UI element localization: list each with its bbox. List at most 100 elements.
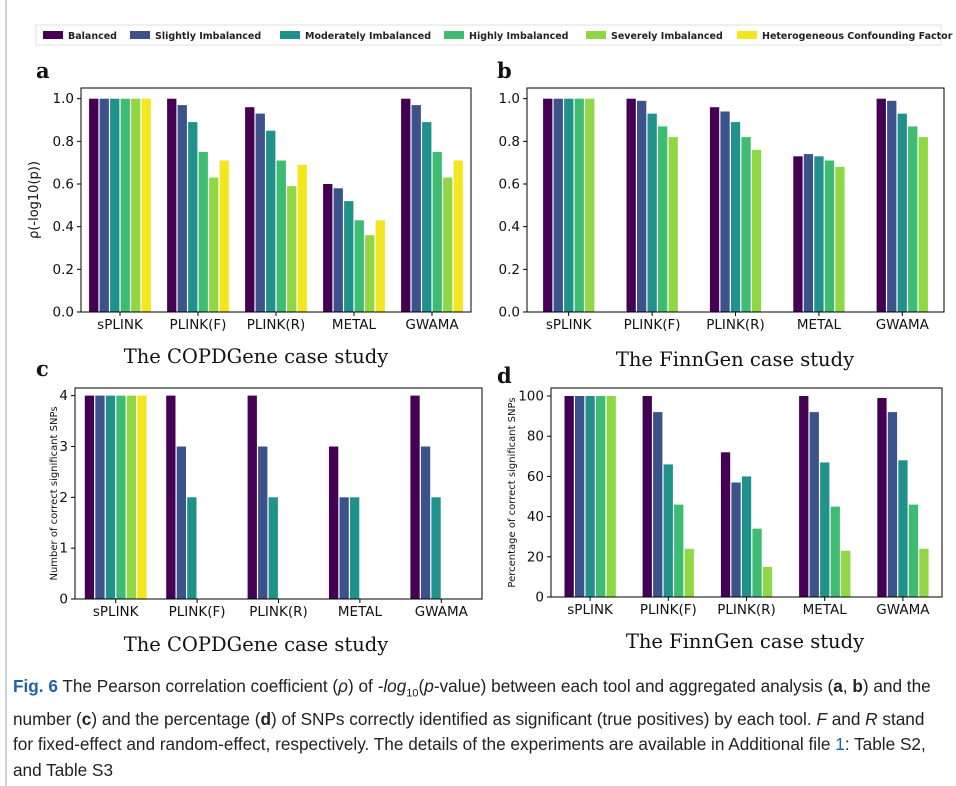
x-tick-label: GWAMA bbox=[405, 317, 459, 333]
bar bbox=[339, 497, 349, 599]
legend-swatch bbox=[130, 31, 150, 39]
bar bbox=[99, 98, 109, 312]
bar bbox=[762, 566, 773, 597]
bar bbox=[897, 113, 907, 312]
y-tick-label: 60 bbox=[527, 469, 544, 485]
bar bbox=[333, 188, 343, 312]
bar bbox=[741, 137, 751, 312]
bar bbox=[637, 100, 647, 312]
bar bbox=[95, 395, 105, 599]
bar bbox=[684, 548, 694, 597]
bar bbox=[741, 476, 752, 597]
bar bbox=[751, 149, 762, 312]
bar bbox=[255, 113, 265, 312]
bar bbox=[110, 98, 120, 312]
bar bbox=[126, 395, 137, 599]
bar bbox=[642, 396, 652, 597]
bar bbox=[668, 137, 678, 312]
caption-figure-label: Fig. 6 bbox=[13, 676, 58, 696]
bar bbox=[575, 396, 585, 597]
bar bbox=[431, 497, 441, 599]
bar bbox=[876, 98, 886, 312]
bar bbox=[820, 462, 830, 597]
bar bbox=[365, 235, 375, 312]
panel-subtitle: The FinnGen case study bbox=[626, 630, 864, 653]
legend-label: Balanced bbox=[68, 31, 117, 42]
y-tick-label: 0.4 bbox=[53, 219, 74, 235]
bar bbox=[918, 137, 928, 312]
caption-text: ) of SNPs correctly identified as signif… bbox=[270, 708, 817, 729]
bar bbox=[720, 452, 731, 597]
bar bbox=[354, 220, 364, 312]
caption-panel-d: d bbox=[260, 708, 271, 729]
bar bbox=[401, 98, 411, 312]
x-tick-label: sPLINK bbox=[567, 602, 614, 618]
additional-file-link[interactable]: 1 bbox=[835, 734, 845, 755]
bar bbox=[432, 152, 442, 312]
bar bbox=[606, 396, 616, 597]
bar bbox=[105, 395, 116, 599]
y-axis-label: ρ(-log10(p)) bbox=[27, 161, 42, 239]
bar bbox=[898, 460, 908, 597]
panel-c: c 0 1 2 3 4 sPLINK PLINK(F) PLINK(R) METAL GWAMA Nu… bbox=[36, 356, 483, 656]
bar bbox=[830, 506, 840, 597]
x-tick-label: PLINK(R) bbox=[249, 604, 308, 620]
bar bbox=[187, 497, 197, 599]
bar bbox=[814, 156, 824, 312]
x-tick-label: PLINK(F) bbox=[170, 317, 227, 333]
bar bbox=[247, 395, 257, 599]
caption-text: The Pearson correlation coefficient ( bbox=[57, 676, 339, 696]
caption-text: -value) between each tool and aggregated… bbox=[433, 676, 834, 696]
bar bbox=[297, 164, 307, 312]
bar bbox=[824, 160, 835, 312]
caption-r: R bbox=[865, 708, 878, 729]
bar bbox=[268, 497, 278, 599]
bar bbox=[887, 412, 898, 597]
bar bbox=[709, 107, 720, 312]
caption-rho: ρ bbox=[338, 676, 348, 696]
y-tick-label: 1.0 bbox=[53, 91, 74, 107]
bar bbox=[453, 160, 463, 312]
bar bbox=[752, 528, 762, 597]
panel-label: b bbox=[497, 58, 512, 83]
y-tick-label: 0.0 bbox=[499, 305, 520, 321]
caption-text: : Table S2, and Table S3 bbox=[13, 734, 926, 780]
bar bbox=[730, 122, 741, 312]
y-tick-label: 0.8 bbox=[499, 134, 520, 150]
caption-panel-c: c bbox=[81, 708, 92, 729]
bar bbox=[350, 497, 360, 599]
x-tick-label: GWAMA bbox=[415, 604, 469, 620]
bar bbox=[410, 395, 420, 599]
bar bbox=[793, 156, 803, 312]
y-tick-label: 0.8 bbox=[53, 134, 74, 150]
bar bbox=[420, 446, 431, 599]
x-tick-label: sPLINK bbox=[97, 317, 144, 333]
y-tick-label: 0 bbox=[59, 592, 68, 608]
legend-swatch bbox=[444, 31, 464, 39]
bar bbox=[329, 446, 339, 599]
bar bbox=[674, 504, 684, 597]
caption-f: F bbox=[816, 708, 827, 729]
x-tick-label: PLINK(R) bbox=[717, 602, 776, 618]
bar bbox=[574, 98, 584, 312]
y-axis-label: Percentage of correct significant SNPs bbox=[507, 397, 518, 587]
bar bbox=[177, 105, 187, 312]
caption-text: , bbox=[842, 676, 853, 696]
x-tick-label: PLINK(R) bbox=[247, 317, 306, 333]
panel-label: a bbox=[36, 58, 50, 83]
legend-swatch bbox=[43, 31, 63, 39]
x-tick-label: GWAMA bbox=[876, 317, 930, 333]
y-tick-label: 0.2 bbox=[499, 262, 520, 278]
y-tick-label: 0.4 bbox=[499, 219, 520, 235]
legend-label: Moderately Imbalanced bbox=[305, 31, 431, 42]
panel-subtitle: The FinnGen case study bbox=[616, 348, 854, 371]
legend-label: Slightly Imbalanced bbox=[155, 31, 261, 42]
x-tick-label: PLINK(F) bbox=[640, 602, 697, 618]
caption-text: ) and the number ( bbox=[13, 676, 931, 729]
bar bbox=[585, 98, 595, 312]
bar bbox=[731, 482, 741, 597]
y-tick-label: 4 bbox=[59, 388, 68, 404]
bar bbox=[626, 98, 636, 312]
bar bbox=[553, 98, 563, 312]
